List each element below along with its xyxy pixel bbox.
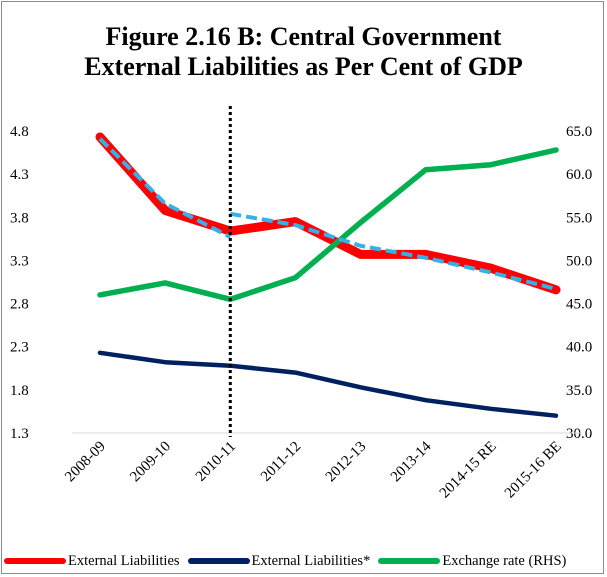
- right-tick-label: 55.0: [566, 210, 592, 226]
- right-axis: 65.0 60.0 55.0 50.0 45.0 40.0 35.0 30.0: [566, 124, 592, 442]
- x-tick-label: 2013-14: [388, 438, 435, 485]
- legend-swatch: [4, 558, 66, 564]
- series-layer: [95, 132, 561, 418]
- legend-label: External Liabilities: [68, 552, 180, 569]
- right-tick-label: 65.0: [566, 124, 592, 140]
- left-tick-label: 3.8: [10, 210, 29, 226]
- right-tick-label: 40.0: [566, 340, 592, 356]
- series-line-0: [95, 132, 561, 295]
- x-tick-label: 2014-15 RE: [437, 439, 500, 502]
- legend-label: External Liabilities*: [251, 552, 371, 569]
- chart-title-line-2: External Liabilities as Per Cent of GDP: [84, 52, 523, 81]
- series-line-1: [97, 350, 559, 418]
- legend-item-external-liabilities-star: External Liabilities*: [187, 552, 371, 570]
- series-line-2: [97, 147, 559, 303]
- left-tick-label: 1.8: [10, 383, 29, 399]
- x-tick-label: 2011-12: [258, 439, 304, 485]
- left-tick-label: 2.3: [10, 340, 29, 356]
- x-tick-label: 2009-10: [127, 439, 174, 486]
- left-axis: 4.8 4.3 3.8 3.3 2.8 2.3 1.8 1.3: [10, 124, 29, 442]
- right-tick-label: 30.0: [566, 426, 592, 442]
- legend-swatch: [378, 558, 441, 564]
- left-tick-label: 3.3: [10, 253, 29, 269]
- legend-item-external-liabilities: External Liabilities: [4, 553, 180, 570]
- left-tick-label: 4.8: [10, 124, 29, 140]
- x-tick-label: 2012-13: [323, 439, 370, 486]
- x-tick-label: 2015-16 BE: [502, 439, 565, 502]
- right-tick-label: 50.0: [566, 253, 592, 269]
- trend-line-1: [229, 211, 557, 291]
- right-tick-label: 60.0: [566, 167, 592, 183]
- right-tick-label: 45.0: [566, 297, 592, 313]
- x-axis: 2008-09 2009-10 2010-11 2011-12 2012-13 2013-…: [62, 438, 565, 501]
- chart-title-line-1: Figure 2.16 B: Central Government: [105, 22, 502, 51]
- trend-layer: [98, 137, 557, 291]
- legend-label: Exchange rate (RHS): [442, 552, 567, 569]
- x-tick-label: 2008-09: [62, 439, 109, 486]
- chart-title: Figure 2.16 B: Central Government Extern…: [0, 22, 607, 82]
- left-tick-label: 1.3: [10, 426, 29, 442]
- left-tick-label: 4.3: [10, 167, 29, 183]
- left-tick-label: 2.8: [10, 297, 29, 313]
- legend-item-exchange-rate: Exchange rate (RHS): [378, 553, 566, 570]
- right-tick-label: 35.0: [566, 383, 592, 399]
- legend: External Liabilities External Liabilitie…: [4, 550, 574, 572]
- legend-swatch: [187, 558, 250, 564]
- x-tick-label: 2010-11: [193, 439, 239, 485]
